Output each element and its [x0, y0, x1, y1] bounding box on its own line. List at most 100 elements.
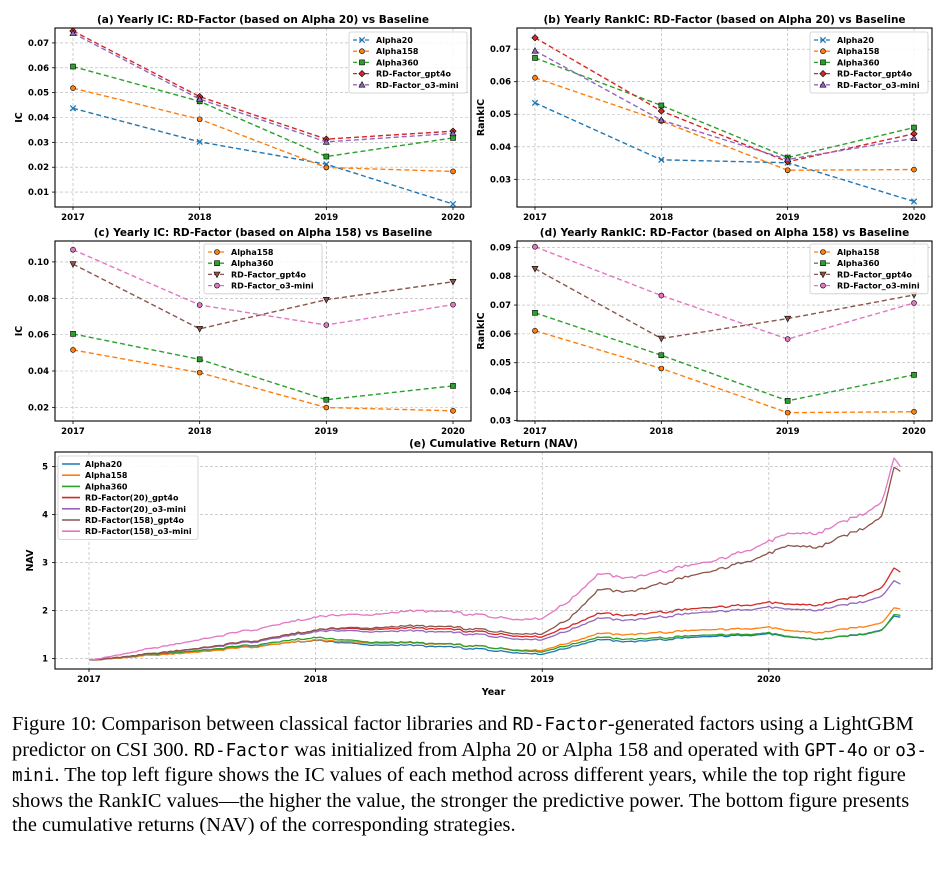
chart-title-d: (d) Yearly RankIC: RD-Factor (based on A…: [540, 227, 909, 239]
legend-b-item-alpha158: Alpha158: [814, 47, 880, 56]
series-c-rd-factor-gpt4o: [69, 261, 457, 333]
line-d-alpha360: [534, 312, 915, 402]
legend-a-frame: [348, 31, 468, 94]
legend-e-item-alpha20: Alpha20: [62, 460, 122, 469]
series-a-rd-factor-o3-mini: [69, 29, 457, 145]
point-b-alpha158-2019: [784, 167, 791, 174]
legend-b-label-rd-factor-o3-mini: RD-Factor_o3-mini: [837, 81, 920, 90]
legend-a-label-alpha360: Alpha360: [376, 58, 419, 67]
point-a-alpha158-2018: [196, 116, 203, 123]
caption-text-3: was initialized from Alpha 20 or Alpha 1…: [289, 738, 805, 761]
line-d-alpha158: [534, 330, 915, 414]
point-a-rd-factor-o3-mini-2019: [322, 138, 330, 145]
legend-d-item-rd-factor-gpt4o: RD-Factor_gpt4o: [814, 270, 913, 279]
xtick-label-b: 2019: [776, 213, 800, 223]
line-b-rd-factor-o3-mini: [534, 50, 915, 161]
point-c-rd-factor-gpt4o-2020: [449, 279, 457, 286]
series-d-alpha360: [532, 310, 917, 404]
point-d-alpha158-2018: [658, 365, 665, 372]
legend-e-item-rd-factor-158-gpt4o: RD-Factor(158)_gpt4o: [62, 516, 185, 525]
point-d-alpha360-2020: [911, 372, 917, 378]
y-axis-label-a: IC: [14, 112, 25, 123]
point-c-rd-factor-gpt4o-2017: [69, 261, 77, 268]
ytick-label-a: 0.04: [28, 114, 49, 124]
legend-e-label-alpha360: Alpha360: [85, 482, 128, 491]
nav-line-rd-factor-20-gpt4o: [89, 567, 901, 661]
xtick-label-c: 2018: [188, 427, 212, 437]
legend-b-label-rd-factor-gpt4o: RD-Factor_gpt4o: [837, 70, 913, 79]
series-c-rd-factor-o3-mini: [70, 246, 456, 328]
line-c-alpha360: [72, 333, 454, 401]
nav-line-rd-factor-158-o3-mini: [88, 457, 901, 661]
legend-c-item-rd-factor-gpt4o: RD-Factor_gpt4o: [208, 270, 307, 279]
xtick-label-b: 2018: [649, 213, 673, 223]
point-b-rd-factor-o3-mini-2017: [531, 46, 539, 54]
line-c-rd-factor-o3-mini: [72, 249, 454, 326]
caption-code-o3-mini: o3-mini: [12, 740, 927, 787]
xtick-label-d: 2019: [776, 427, 800, 437]
legend-e-item-rd-factor-20-gpt4o: RD-Factor(20)_gpt4o: [62, 494, 179, 503]
xtick-label-c: 2020: [441, 427, 465, 437]
legend-c-item-alpha360: Alpha360: [208, 259, 274, 268]
point-b-alpha360-2020: [911, 124, 917, 131]
legend-a-marker-alpha20: [358, 36, 366, 44]
line-a-alpha20: [72, 107, 454, 205]
line-a-alpha360: [72, 65, 454, 158]
legend-d-frame: [809, 243, 929, 295]
panel-c: 0.02 0.04 0.06 0.08 0.10 2017 2018 2019 2020 (c) …: [14, 227, 472, 437]
legend-e-frame: [57, 455, 199, 540]
legend-a-item-alpha360: Alpha360: [353, 58, 419, 67]
legend-e-label-rd-factor-158-gpt4o: RD-Factor(158)_gpt4o: [85, 516, 185, 525]
figure-canvas: 0.01 0.02 0.03 0.04 0.05 0.06 0.07 2017 2018 2019…: [14, 14, 933, 698]
caption-code-rd-factor-2: RD-Factor: [193, 740, 290, 761]
legend-b-label-alpha360: Alpha360: [837, 58, 880, 67]
ytick-label-e: 4: [42, 510, 48, 520]
figure-caption: Figure 10: Comparison between classical …: [12, 712, 938, 838]
axes-frame-b: [516, 27, 933, 208]
line-c-rd-factor-gpt4o: [72, 263, 454, 330]
ytick-label-a: 0.06: [28, 64, 49, 74]
line-d-rd-factor-o3-mini: [534, 246, 915, 340]
point-d-rd-factor-o3-mini-2018: [658, 292, 665, 299]
legend-b-marker-alpha360: [820, 59, 826, 66]
point-c-alpha158-2019: [323, 404, 330, 411]
ytick-label-e: 1: [42, 654, 48, 664]
legend-d-marker-rd-factor-gpt4o: [819, 271, 827, 279]
point-a-alpha360-2019: [323, 153, 330, 160]
legend-e-item-rd-factor-158-o3-mini: RD-Factor(158)_o3-mini: [62, 527, 192, 536]
ytick-label-a: 0.03: [28, 138, 49, 148]
ytick-label-d: 0.03: [490, 416, 511, 426]
legend-d-marker-alpha360: [820, 260, 826, 267]
xtick-label-d: 2017: [523, 427, 547, 437]
nav-line-alpha360: [88, 613, 901, 661]
ytick-label-e: 2: [42, 606, 48, 616]
legend-d-item-alpha158: Alpha158: [814, 248, 880, 257]
caption-text-1: Figure 10: Comparison between classical …: [12, 713, 513, 735]
legend-b-marker-alpha158: [820, 48, 826, 55]
ytick-label-b: 0.07: [490, 45, 511, 55]
legend-a-item-rd-factor-o3-mini: RD-Factor_o3-mini: [353, 81, 459, 90]
xtick-label-a: 2018: [188, 213, 212, 223]
xtick-label-d: 2020: [902, 427, 926, 437]
line-b-alpha360: [534, 57, 915, 159]
legend-e-label-rd-factor-20-gpt4o: RD-Factor(20)_gpt4o: [85, 494, 179, 503]
ytick-label-c: 0.06: [28, 331, 49, 341]
legend-c-marker-alpha158: [214, 249, 220, 255]
ytick-label-b: 0.06: [490, 78, 511, 88]
ytick-label-d: 0.05: [490, 359, 511, 369]
point-b-alpha360-2017: [532, 55, 538, 61]
legend-c-frame: [203, 243, 323, 295]
line-c-alpha158: [72, 349, 454, 412]
legend-c-item-rd-factor-o3-mini: RD-Factor_o3-mini: [208, 282, 314, 291]
caption-text-5: . The top left figure shows the IC value…: [12, 764, 910, 837]
legend-e: Alpha20 Alpha158 Alpha360 RD-Factor(20)_gpt…: [57, 455, 199, 540]
point-a-rd-factor-o3-mini-2020: [449, 129, 457, 137]
point-a-alpha360-2017: [70, 63, 76, 70]
point-a-rd-factor-o3-mini-2018: [196, 95, 204, 102]
x-axis-label-e: Year: [481, 687, 506, 698]
chart-title-a: (a) Yearly IC: RD-Factor (based on Alpha…: [97, 14, 429, 26]
legend-e-label-rd-factor-158-o3-mini: RD-Factor(158)_o3-mini: [85, 527, 192, 536]
legend-e-item-rd-factor-20-o3-mini: RD-Factor(20)_o3-mini: [62, 505, 186, 514]
point-c-alpha360-2020: [450, 383, 456, 389]
legend-c-label-alpha158: Alpha158: [231, 248, 274, 257]
